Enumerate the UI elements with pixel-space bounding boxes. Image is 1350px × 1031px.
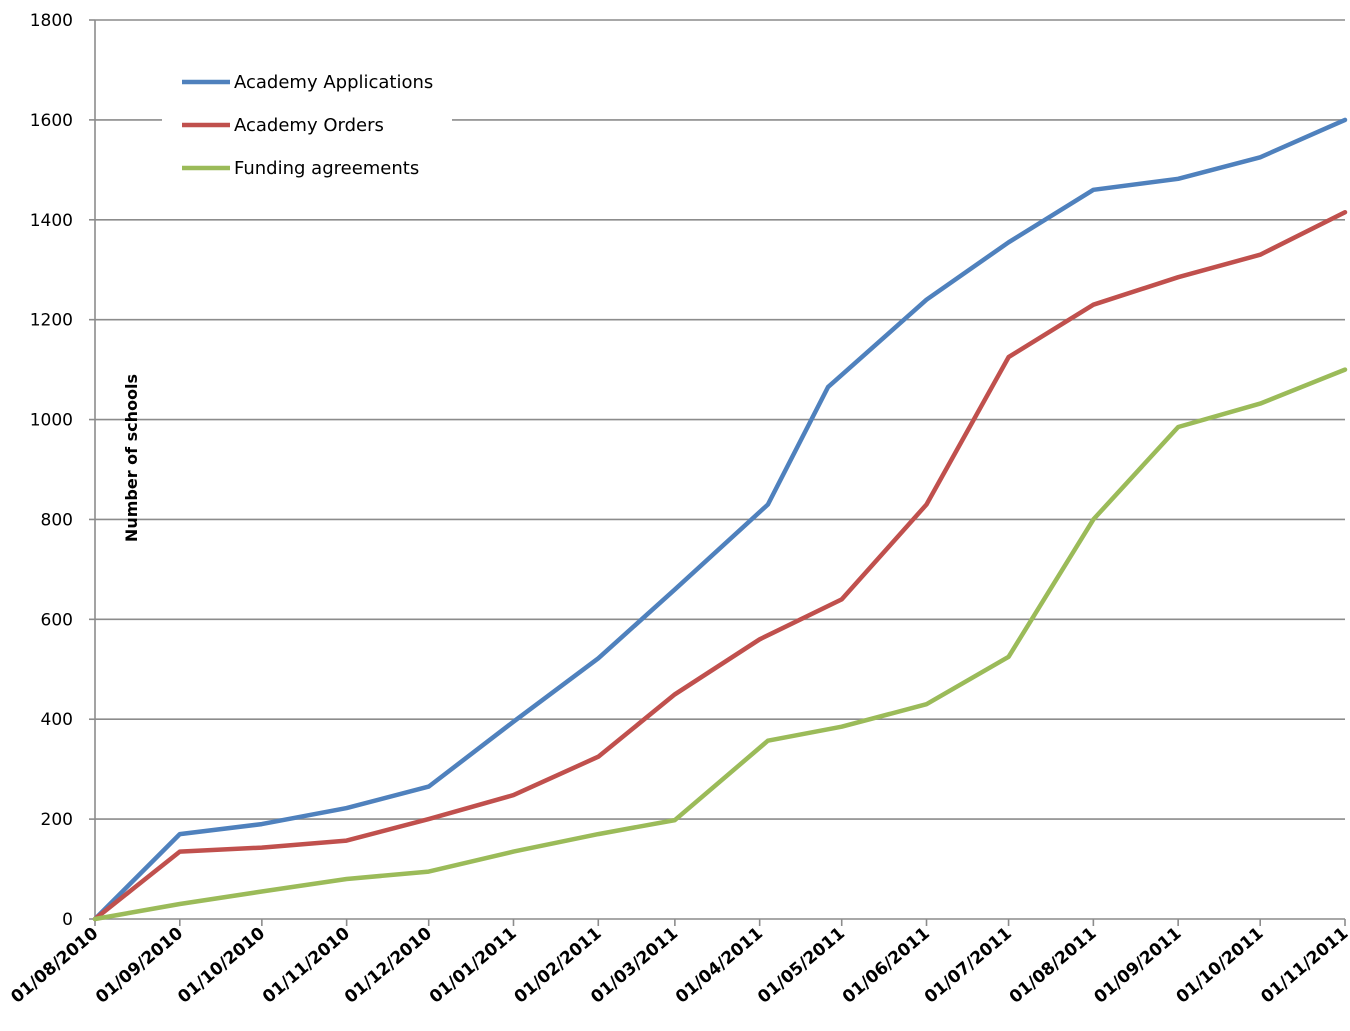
x-tick-label: 01/11/2010 bbox=[259, 923, 354, 1007]
y-tick-label: 1800 bbox=[30, 11, 73, 31]
x-tick-label: 01/04/2011 bbox=[672, 924, 767, 1008]
x-tick-label: 01/01/2011 bbox=[426, 924, 521, 1008]
series-line bbox=[92, 117, 1348, 922]
series bbox=[92, 117, 1348, 922]
y-tick-label: 600 bbox=[41, 610, 73, 630]
y-tick-label: 1000 bbox=[30, 411, 73, 431]
x-tick-label: 01/09/2011 bbox=[1091, 924, 1186, 1008]
x-tick-label: 01/05/2011 bbox=[754, 924, 849, 1008]
y-axis-title: Number of schools bbox=[122, 374, 141, 542]
x-tick-label: 01/10/2011 bbox=[1173, 924, 1268, 1008]
y-tick-label: 800 bbox=[41, 510, 73, 530]
legend: Academy Applications Academy Orders Fundin… bbox=[162, 62, 452, 186]
x-tick-label: 01/06/2011 bbox=[839, 924, 934, 1008]
gridlines bbox=[95, 19, 1345, 820]
series-line bbox=[92, 210, 1348, 922]
x-tick-label: 01/10/2010 bbox=[174, 923, 269, 1007]
y-tick-label: 0 bbox=[62, 910, 73, 930]
series-line bbox=[92, 367, 1348, 922]
x-tick-label: 01/12/2010 bbox=[341, 923, 436, 1007]
y-tick-label: 1400 bbox=[30, 211, 73, 231]
legend-entry: Academy Orders bbox=[234, 115, 384, 136]
x-tick-label: 01/08/2011 bbox=[1006, 924, 1101, 1008]
y-tick-label: 400 bbox=[41, 710, 73, 730]
legend-entry: Funding agreements bbox=[234, 158, 419, 179]
y-tick-label: 1600 bbox=[30, 111, 73, 131]
legend-entry: Academy Applications bbox=[234, 72, 433, 93]
y-tick-label: 1200 bbox=[30, 311, 73, 331]
x-tick-label: 01/08/2010 bbox=[7, 923, 102, 1007]
x-tick-label: 01/07/2011 bbox=[921, 924, 1016, 1008]
y-tick-label: 200 bbox=[41, 810, 73, 830]
x-tick-label: 01/09/2010 bbox=[92, 923, 187, 1007]
x-tick-label: 01/11/2011 bbox=[1257, 924, 1350, 1008]
